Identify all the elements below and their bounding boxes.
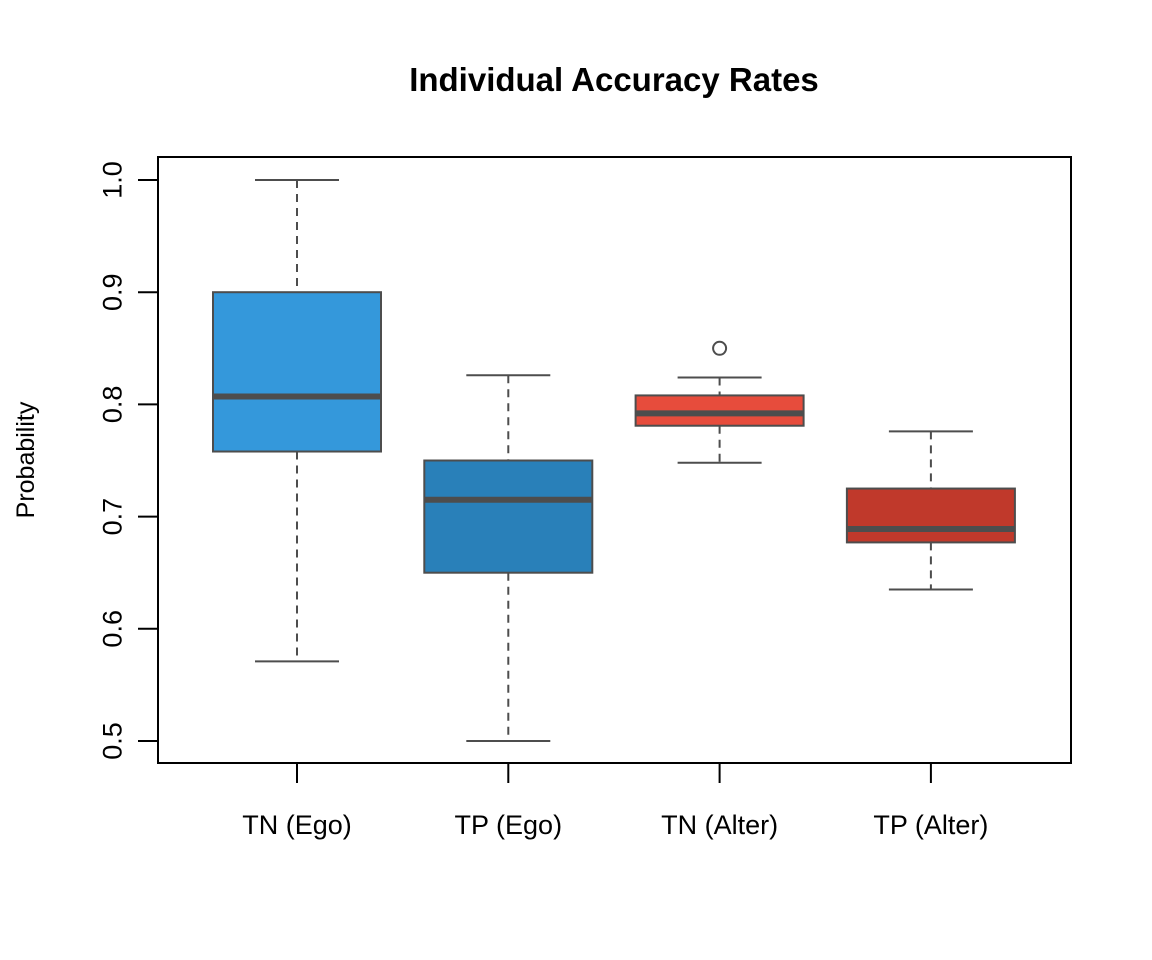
y-tick-label: 1.0 [97, 161, 127, 199]
chart-title: Individual Accuracy Rates [409, 61, 819, 98]
y-tick-label: 0.7 [97, 498, 127, 536]
x-tick-label: TN (Ego) [242, 810, 352, 840]
iqr-box [212, 291, 382, 453]
x-tick-label: TN (Alter) [661, 810, 778, 840]
iqr-box [423, 459, 594, 574]
y-tick-label: 0.6 [97, 610, 127, 648]
iqr-box [845, 487, 1016, 544]
box-tn-ego [212, 179, 382, 663]
x-axis: TN (Ego) TP (Ego) TN (Alter) TP (Alter) [242, 763, 988, 840]
box-tp-ego [423, 374, 594, 742]
y-tick-label: 0.5 [97, 722, 127, 760]
outlier-point [712, 340, 728, 356]
y-axis: 0.5 0.6 0.7 0.8 0.9 1.0 [97, 161, 158, 760]
x-tick-label: TP (Alter) [873, 810, 988, 840]
plot-frame [157, 156, 1072, 764]
y-tick-label: 0.8 [97, 386, 127, 424]
box-tp-alter [845, 430, 1016, 591]
y-axis-label: Probability [12, 401, 40, 518]
boxes-group [212, 179, 1016, 742]
box-tn-alter [634, 340, 805, 464]
y-tick-label: 0.9 [97, 273, 127, 311]
x-tick-label: TP (Ego) [455, 810, 563, 840]
